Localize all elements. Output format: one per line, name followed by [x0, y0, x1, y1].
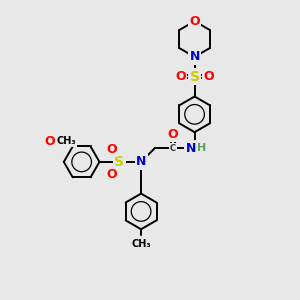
Text: N: N — [136, 155, 146, 168]
Text: O: O — [167, 128, 178, 141]
Text: O: O — [203, 70, 214, 83]
Text: N: N — [185, 142, 196, 154]
Text: H: H — [197, 143, 206, 153]
Text: O: O — [44, 135, 55, 148]
Text: S: S — [190, 70, 200, 84]
Text: S: S — [114, 155, 124, 169]
Text: O: O — [106, 168, 117, 181]
Text: O: O — [189, 15, 200, 28]
Text: C: C — [170, 143, 176, 152]
Text: CH₃: CH₃ — [57, 136, 76, 146]
Text: O: O — [106, 142, 117, 155]
Text: O: O — [176, 70, 186, 83]
Text: CH₃: CH₃ — [131, 239, 151, 249]
Text: N: N — [189, 50, 200, 63]
